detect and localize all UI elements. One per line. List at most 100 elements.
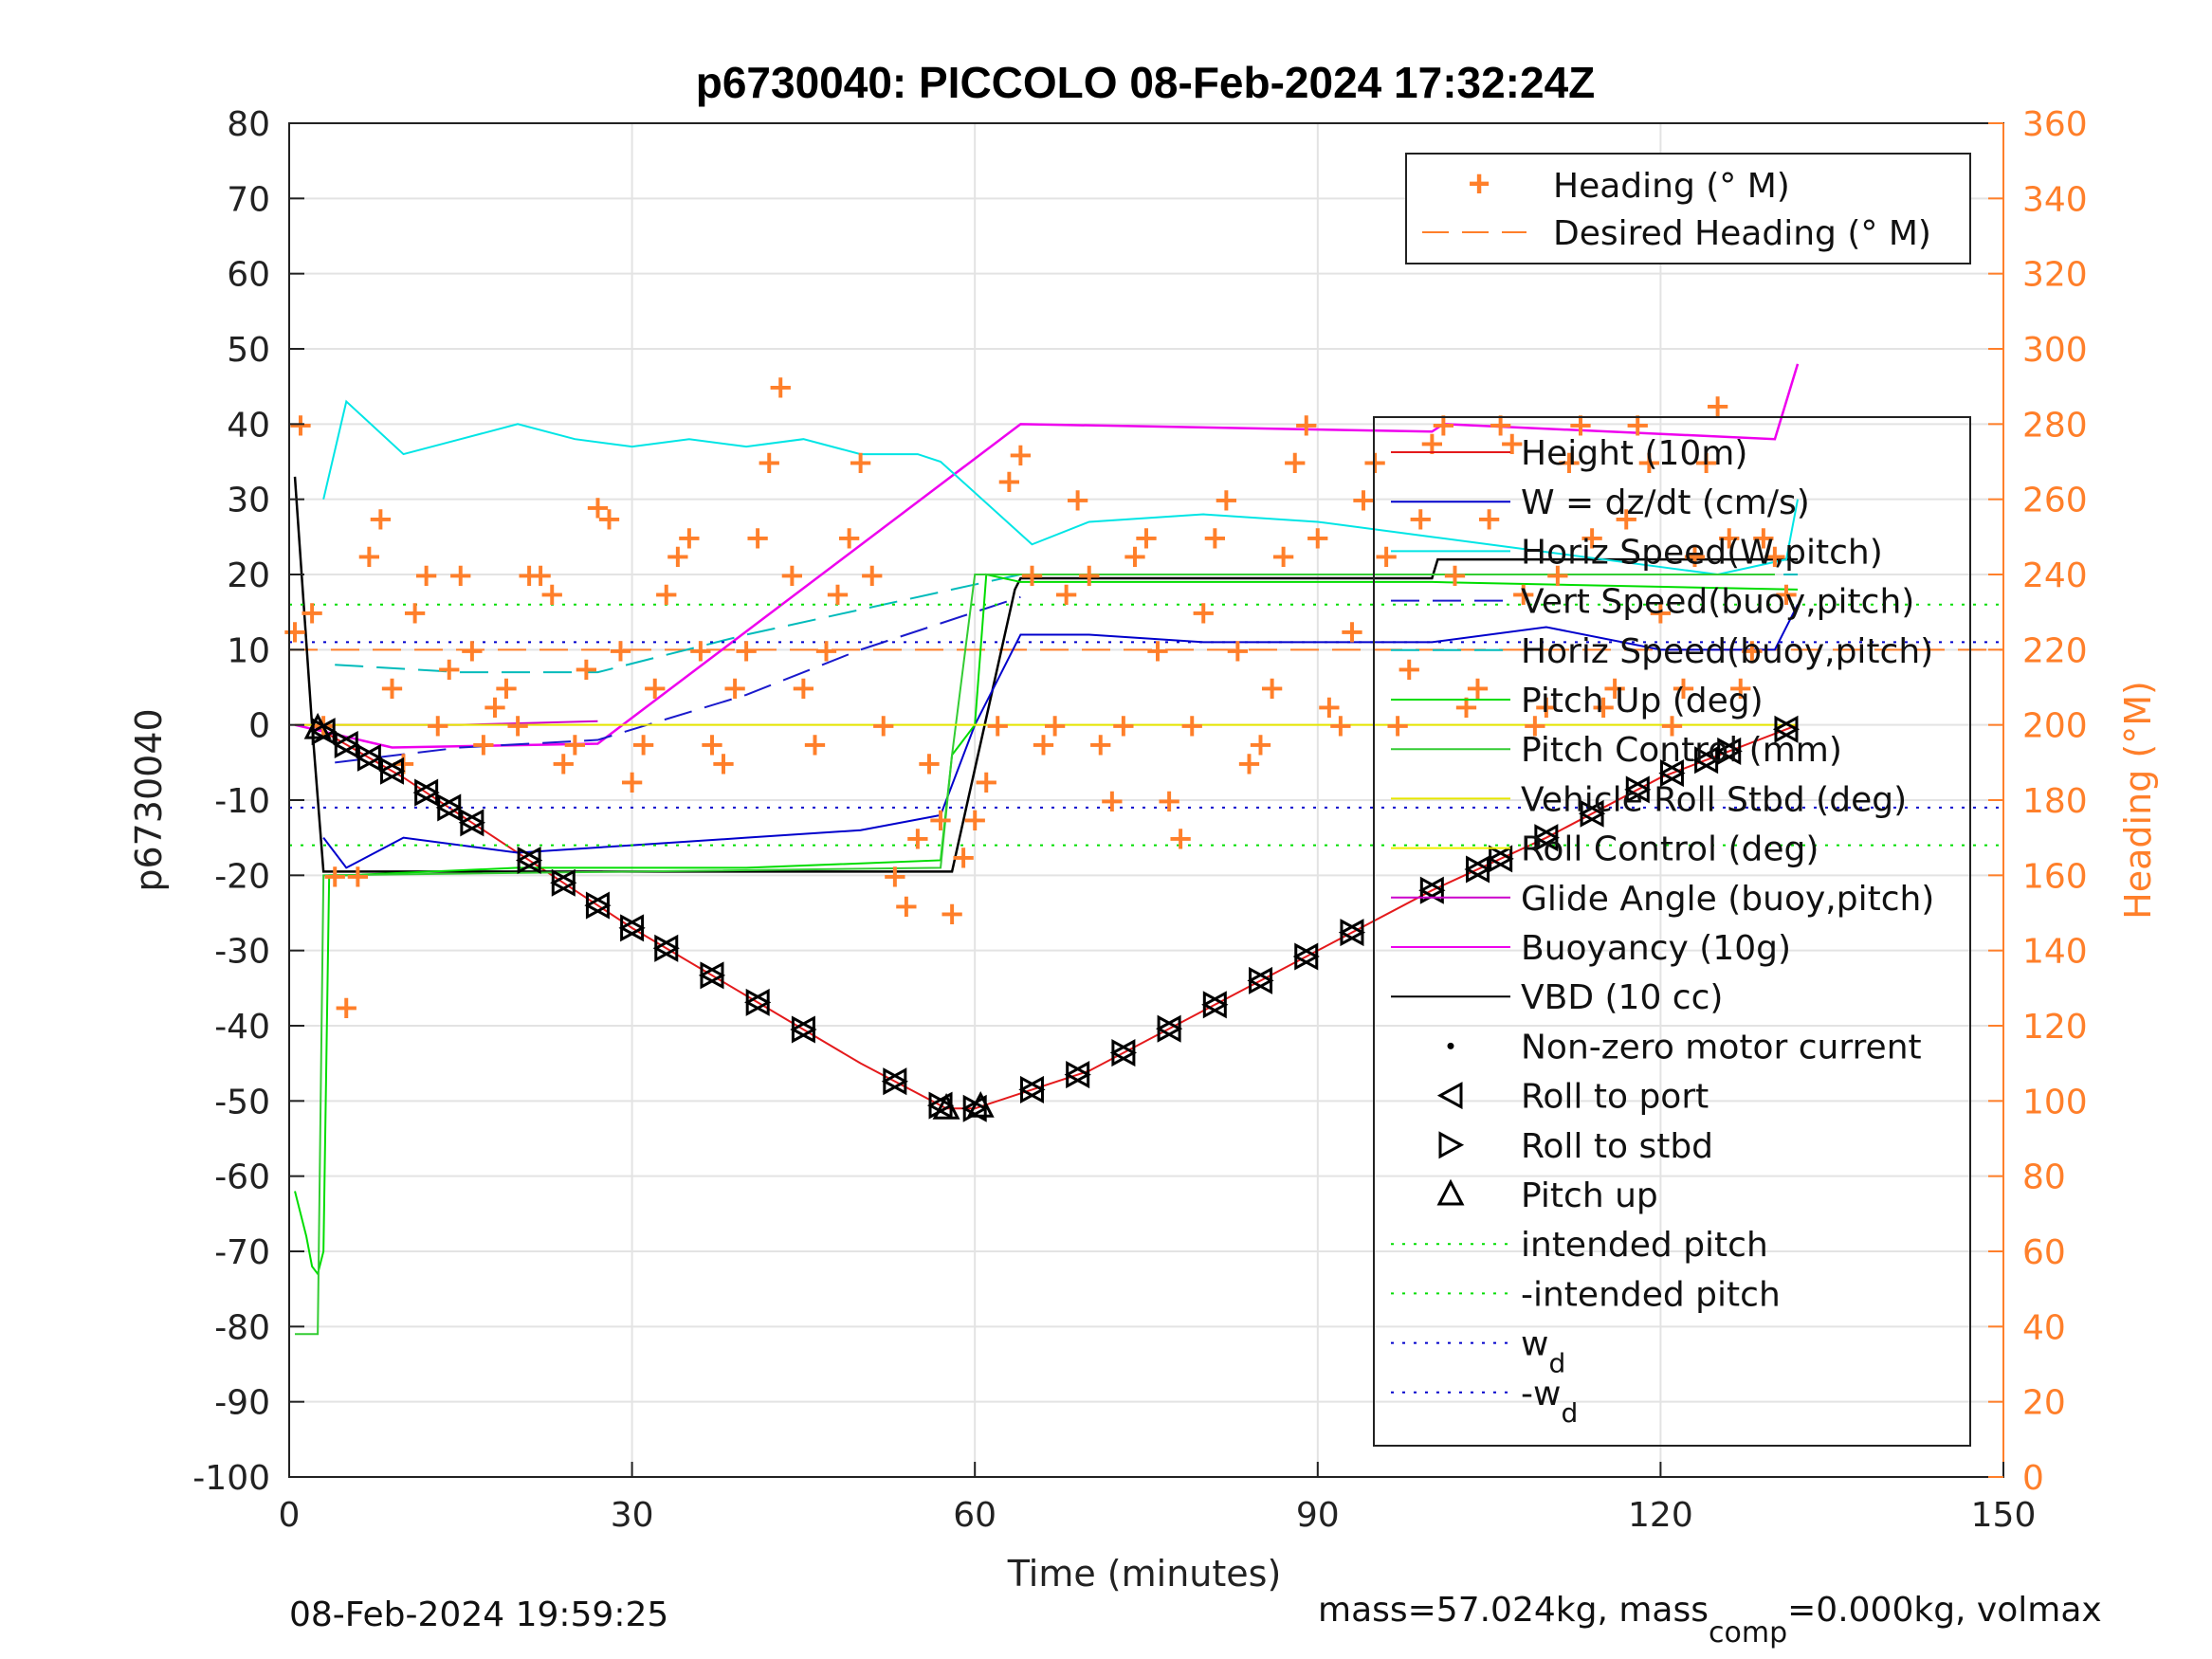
y-tick-label: 40 bbox=[227, 406, 270, 445]
y2-tick-label: 360 bbox=[2022, 105, 2088, 144]
y2-tick-label: 220 bbox=[2022, 631, 2088, 670]
heading-point: + bbox=[1647, 594, 1674, 632]
roll-to-stbd-marker bbox=[620, 914, 646, 942]
series-pitch-control-mm bbox=[295, 574, 1775, 1336]
heading-point: + bbox=[996, 463, 1023, 501]
y2-tick-label: 20 bbox=[2022, 1384, 2066, 1423]
y-tick-label: 10 bbox=[227, 631, 270, 670]
heading-point: + bbox=[1075, 556, 1103, 594]
y2-tick-label: 80 bbox=[2022, 1158, 2066, 1197]
heading-point: + bbox=[1704, 388, 1731, 426]
y2-tick-label: 260 bbox=[2022, 482, 2088, 520]
legend-label: Horiz Speed(W,pitch) bbox=[1521, 533, 1883, 572]
heading-point: + bbox=[893, 887, 921, 925]
heading-point: + bbox=[1522, 707, 1549, 745]
roll-to-stbd-marker bbox=[928, 1091, 955, 1120]
heading-point: + bbox=[1110, 707, 1138, 745]
pitch-up-marker bbox=[966, 1091, 995, 1118]
roll-to-stbd-marker bbox=[356, 743, 383, 772]
x-axis-label: Time (minutes) bbox=[1007, 1553, 1282, 1595]
heading-point: + bbox=[1601, 669, 1629, 707]
y-tick-label: 20 bbox=[227, 556, 270, 595]
heading-point: + bbox=[1579, 519, 1606, 556]
legend-label: Pitch Up (deg) bbox=[1521, 682, 1764, 720]
heading-point: + bbox=[1179, 707, 1206, 745]
footer-date: 08-Feb-2024 19:59:25 bbox=[289, 1595, 668, 1634]
legend-label: Horiz Speed(buoy,pitch) bbox=[1521, 632, 1933, 671]
heading-point: + bbox=[1201, 519, 1229, 556]
roll-to-stbd-marker bbox=[517, 846, 543, 874]
footer-mass: mass=57.024kg, masscomp=0.000kg, volmax bbox=[1318, 1591, 2102, 1650]
footer-mass-sub: comp bbox=[1709, 1616, 1787, 1650]
y2-tick-label: 40 bbox=[2022, 1308, 2066, 1347]
pitch-up-marker bbox=[303, 712, 332, 739]
heading-point: + bbox=[367, 501, 394, 538]
y2-tick-label: 180 bbox=[2022, 782, 2088, 821]
series-height-10m bbox=[311, 723, 1799, 1110]
roll-to-stbd-marker bbox=[1659, 759, 1686, 788]
heading-point: + bbox=[1258, 669, 1286, 707]
heading-point: + bbox=[1613, 501, 1640, 538]
legend-label: Non-zero motor current bbox=[1521, 1028, 1922, 1066]
heading-point: + bbox=[950, 839, 978, 877]
heading-point: + bbox=[282, 613, 309, 651]
heading-point: + bbox=[630, 726, 657, 764]
y-tick-label: -70 bbox=[214, 1233, 270, 1272]
heading-point: + bbox=[1144, 631, 1172, 669]
heading-point: + bbox=[1533, 688, 1561, 726]
heading-point: + bbox=[1052, 575, 1080, 613]
heading-point: + bbox=[1418, 425, 1446, 463]
roll-to-stbd-marker bbox=[585, 891, 612, 920]
heading-point: + bbox=[756, 444, 783, 482]
heading-point: + bbox=[412, 556, 440, 594]
y2-tick-label: 300 bbox=[2022, 331, 2088, 370]
heading-point: + bbox=[1464, 669, 1491, 707]
heading-point: + bbox=[1270, 538, 1297, 575]
heading-point: + bbox=[561, 726, 589, 764]
y2-tick-label: 240 bbox=[2022, 556, 2088, 595]
roll-to-stbd-marker bbox=[745, 988, 772, 1016]
legend-label: Roll Control (deg) bbox=[1521, 830, 1819, 869]
roll-to-stbd-marker bbox=[1157, 1014, 1183, 1043]
roll-to-stbd-marker bbox=[1466, 855, 1491, 884]
heading-point: + bbox=[641, 669, 668, 707]
heading-point: + bbox=[973, 763, 1000, 801]
heading-point: + bbox=[607, 631, 634, 669]
legend-label: Roll to stbd bbox=[1521, 1127, 1713, 1166]
series-horiz-speed-w-pitch bbox=[322, 399, 1800, 576]
roll-to-stbd-marker bbox=[1419, 876, 1446, 904]
heading-point: + bbox=[1407, 501, 1435, 538]
heading-point: + bbox=[584, 489, 612, 527]
roll-to-stbd-marker bbox=[1294, 942, 1320, 971]
legend-label: Glide Angle (buoy,pitch) bbox=[1521, 880, 1934, 919]
x-tick-label: 120 bbox=[1628, 1496, 1693, 1535]
heading-point: + bbox=[790, 669, 817, 707]
y2-tick-label: 0 bbox=[2022, 1459, 2044, 1498]
x-tick-label: 30 bbox=[611, 1496, 654, 1535]
legend-dot-icon bbox=[1447, 1042, 1454, 1049]
heading-point: + bbox=[333, 989, 360, 1027]
heading-point: + bbox=[905, 820, 932, 858]
y-tick-label: 0 bbox=[248, 707, 270, 746]
y2-tick-label: 100 bbox=[2022, 1083, 2088, 1121]
heading-point: + bbox=[767, 369, 795, 407]
heading-point: + bbox=[1122, 538, 1149, 575]
legend-heading: + Heading (° M) Desired Heading (° M) bbox=[1405, 153, 1971, 264]
heading-point: + bbox=[916, 744, 943, 782]
legend-label: Vehicle Roll Stbd (deg) bbox=[1521, 780, 1907, 819]
heading-point: + bbox=[1362, 444, 1389, 482]
heading-point: + bbox=[516, 556, 543, 594]
heading-point: + bbox=[858, 556, 886, 594]
y-tick-label: 70 bbox=[227, 180, 270, 219]
heading-point: + bbox=[778, 556, 806, 594]
y-tick-label: -40 bbox=[214, 1008, 270, 1047]
legend-label: wd bbox=[1521, 1325, 1565, 1379]
heading-point: + bbox=[1624, 406, 1652, 444]
heading-point: + bbox=[1487, 406, 1514, 444]
heading-point: + bbox=[504, 707, 532, 745]
heading-point: + bbox=[1156, 782, 1183, 820]
legend-label: VBD (10 cc) bbox=[1521, 978, 1723, 1017]
roll-to-stbd-marker bbox=[414, 778, 440, 807]
heading-point: + bbox=[435, 650, 463, 688]
roll-to-stbd-marker bbox=[883, 1067, 908, 1096]
